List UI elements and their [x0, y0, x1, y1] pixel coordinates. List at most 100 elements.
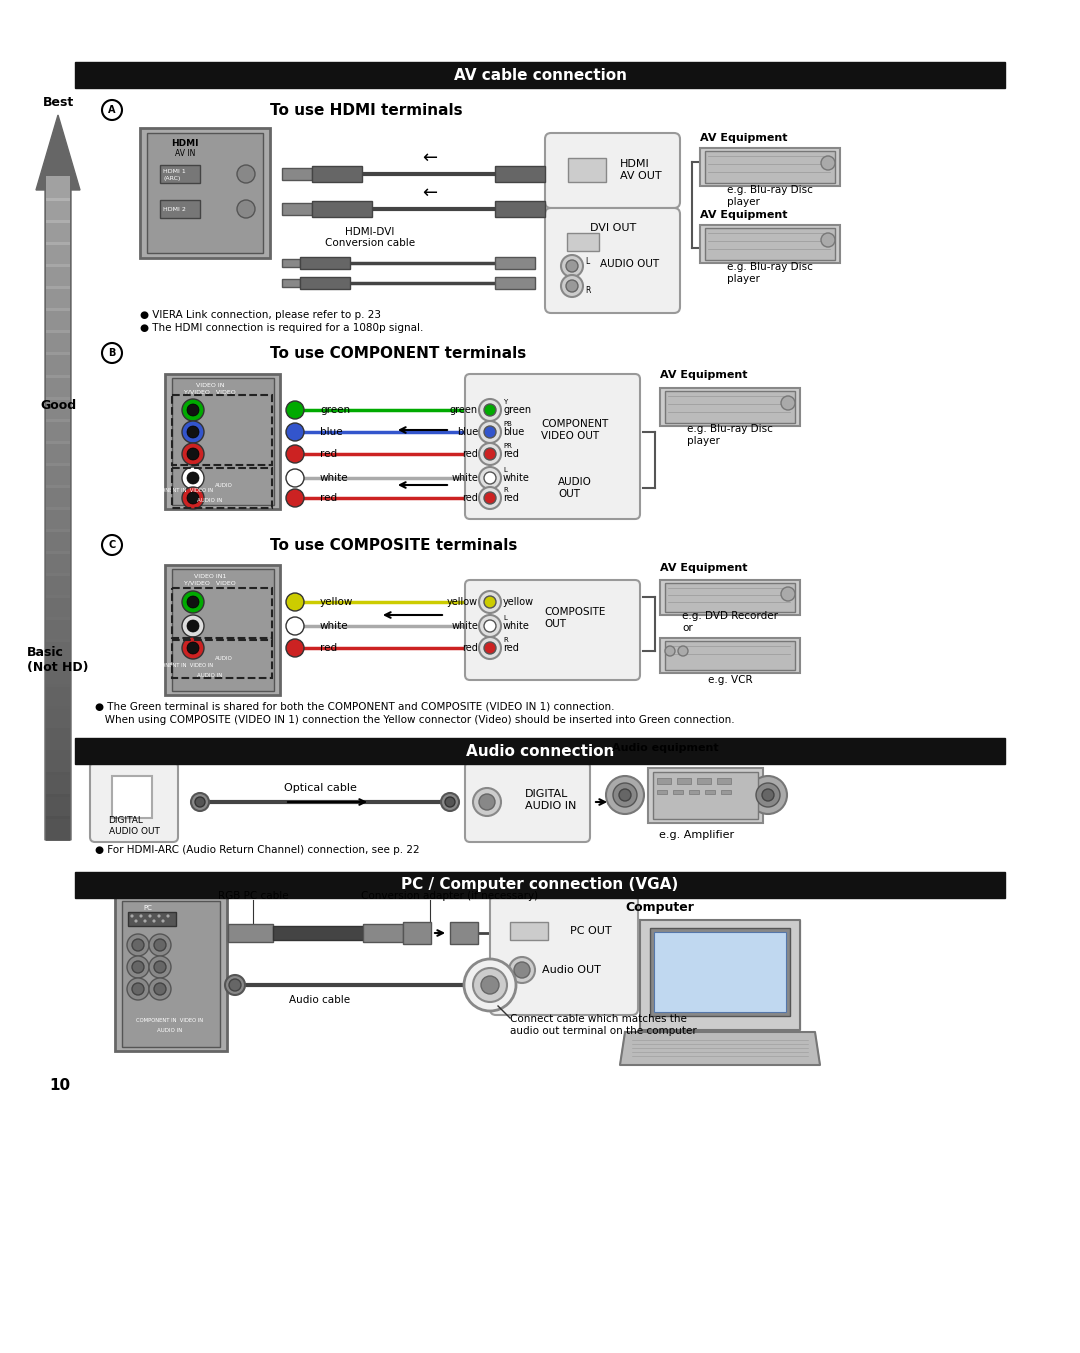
Bar [654, 932, 786, 1012]
FancyBboxPatch shape [90, 762, 178, 842]
Bar [657, 778, 671, 783]
Text: green: green [450, 405, 478, 415]
Bar [46, 441, 70, 465]
Text: AUDIO IN: AUDIO IN [158, 1027, 183, 1032]
Text: Optical cable: Optical cable [284, 783, 356, 793]
Text: HDMI 2: HDMI 2 [163, 207, 186, 211]
Bar [657, 790, 667, 794]
Text: red: red [503, 449, 518, 459]
Bar [46, 617, 70, 643]
Polygon shape [640, 920, 800, 1030]
Circle shape [613, 783, 637, 806]
Circle shape [191, 793, 210, 810]
Text: Best: Best [42, 96, 73, 108]
Bar [112, 777, 152, 819]
Bar [273, 925, 363, 940]
Bar [717, 778, 731, 783]
Bar [495, 202, 545, 216]
Circle shape [132, 984, 144, 994]
Circle shape [132, 939, 144, 951]
Text: DIGITAL
AUDIO OUT: DIGITAL AUDIO OUT [109, 816, 160, 836]
Bar [677, 778, 691, 783]
Text: PC / Computer connection (VGA): PC / Computer connection (VGA) [402, 878, 678, 893]
Bar [172, 395, 272, 465]
Circle shape [187, 405, 199, 415]
Text: Conversion cable: Conversion cable [325, 238, 415, 248]
Circle shape [149, 957, 171, 978]
Bar [114, 896, 227, 1051]
Text: ←: ← [422, 184, 437, 202]
FancyBboxPatch shape [465, 580, 640, 681]
Text: DVI OUT: DVI OUT [590, 223, 636, 233]
Bar [403, 921, 431, 944]
Text: HDMI-DVI: HDMI-DVI [346, 227, 394, 237]
Circle shape [286, 469, 303, 487]
Text: COMPONENT
VIDEO OUT: COMPONENT VIDEO OUT [541, 419, 609, 441]
Bar [46, 375, 70, 399]
Circle shape [225, 976, 245, 994]
Bar [46, 484, 70, 510]
Polygon shape [620, 1032, 820, 1065]
Text: ● The Green terminal is shared for both the COMPONENT and COMPOSITE (VIDEO IN 1): ● The Green terminal is shared for both … [95, 701, 615, 710]
Bar [650, 928, 789, 1016]
Circle shape [441, 793, 459, 810]
Circle shape [237, 200, 255, 218]
Bar [46, 816, 70, 842]
Text: AV IN: AV IN [175, 149, 195, 157]
Text: R: R [585, 285, 591, 295]
Bar [700, 147, 840, 185]
Bar [567, 233, 599, 252]
Circle shape [821, 156, 835, 170]
Circle shape [484, 426, 496, 438]
Circle shape [149, 978, 171, 1000]
Bar [648, 769, 762, 823]
Text: blue: blue [503, 428, 524, 437]
Text: COMPOSITE
OUT: COMPOSITE OUT [544, 607, 606, 629]
Circle shape [678, 645, 688, 656]
Circle shape [484, 492, 496, 505]
Circle shape [566, 260, 578, 272]
Bar [46, 507, 70, 532]
Circle shape [781, 396, 795, 410]
Circle shape [480, 591, 501, 613]
Bar [165, 566, 280, 695]
Bar [46, 728, 70, 752]
Text: HDMI
AV OUT: HDMI AV OUT [620, 160, 662, 181]
Circle shape [135, 920, 137, 923]
Bar [660, 639, 800, 672]
Bar [46, 705, 70, 731]
Text: red: red [503, 643, 518, 653]
FancyBboxPatch shape [465, 373, 640, 520]
Text: AV Equipment: AV Equipment [660, 369, 747, 380]
Text: red: red [320, 492, 337, 503]
Text: e.g. Amplifier: e.g. Amplifier [660, 829, 734, 840]
Text: Good: Good [40, 399, 76, 411]
Circle shape [484, 472, 496, 484]
Bar [46, 176, 70, 202]
Text: e.g. DVD Recorder
or: e.g. DVD Recorder or [681, 612, 778, 633]
Bar [46, 640, 70, 664]
Circle shape [187, 472, 199, 484]
Bar [665, 391, 795, 423]
Bar [46, 198, 70, 223]
Circle shape [480, 794, 495, 810]
Text: R: R [503, 487, 508, 492]
Circle shape [480, 637, 501, 659]
Circle shape [187, 448, 199, 460]
Circle shape [561, 254, 583, 277]
Text: AUDIO IN: AUDIO IN [198, 672, 222, 678]
Circle shape [154, 961, 166, 973]
Bar [705, 152, 835, 183]
Circle shape [480, 467, 501, 488]
Text: AV cable connection: AV cable connection [454, 68, 626, 83]
Circle shape [473, 967, 507, 1003]
Bar [282, 258, 300, 267]
Bar [122, 901, 220, 1047]
Bar [46, 242, 70, 267]
Bar [140, 129, 270, 258]
Bar [165, 373, 280, 509]
Text: e.g. Blu-ray Disc
player: e.g. Blu-ray Disc player [687, 425, 773, 445]
Text: B: B [108, 348, 116, 359]
Text: Y/VIDEO   VIDEO: Y/VIDEO VIDEO [184, 580, 235, 586]
Text: green: green [503, 405, 531, 415]
